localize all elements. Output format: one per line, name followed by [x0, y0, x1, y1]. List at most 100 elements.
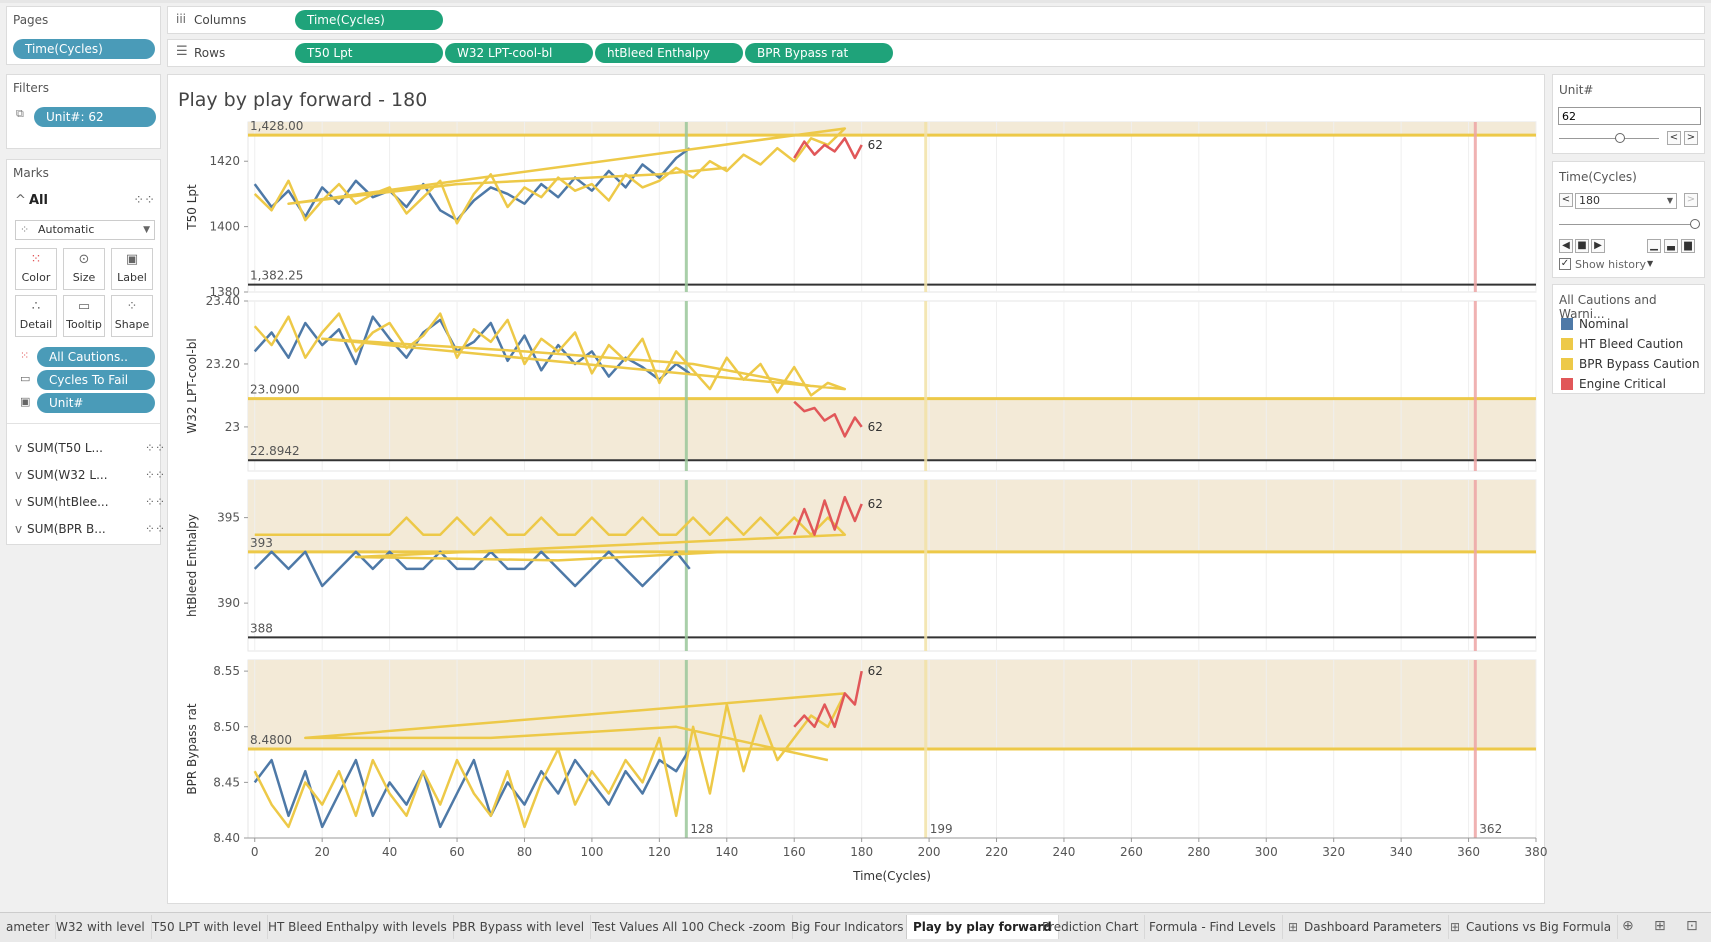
- x-tick-label: 20: [315, 845, 330, 859]
- legend-item-bpr-bypass[interactable]: BPR Bypass Caution: [1561, 357, 1700, 373]
- vertical-reference-label: 128: [690, 822, 713, 836]
- reference-band: [248, 480, 1536, 552]
- x-tick-label: 300: [1255, 845, 1278, 859]
- pages-pill[interactable]: Time(Cycles): [13, 39, 155, 59]
- legend-item-nominal[interactable]: Nominal: [1561, 317, 1629, 333]
- x-tick-label: 120: [648, 845, 671, 859]
- check-icon: ✓: [1560, 258, 1570, 269]
- mark-label: 62: [868, 664, 883, 678]
- shape-card[interactable]: ⁘ Shape: [111, 295, 153, 337]
- show-history-label[interactable]: Show history: [1575, 258, 1647, 271]
- field-pill-cycles-to-fail[interactable]: Cycles To Fail: [37, 370, 155, 390]
- top-strip: [0, 0, 1711, 3]
- unit-prev-button[interactable]: <: [1667, 131, 1681, 145]
- tab-ht-bleed-enthalpy[interactable]: HT Bleed Enthalpy with levels: [262, 915, 454, 939]
- new-story-icon[interactable]: ⊡: [1686, 918, 1698, 934]
- tab-cautions-vs-big[interactable]: ⊞ Cautions vs Big Formula: [1444, 915, 1619, 939]
- vertical-reference-label: 362: [1479, 822, 1502, 836]
- tab-big-four[interactable]: Big Four Indicators: [785, 915, 911, 939]
- shape-card-label: Shape: [114, 318, 150, 331]
- legend-item-engine-critical[interactable]: Engine Critical: [1561, 377, 1666, 393]
- mark-label: 62: [868, 420, 883, 434]
- stop-button[interactable]: ■: [1575, 239, 1589, 253]
- series-line-engine-critical: [793, 670, 863, 729]
- chevron-right-icon: >: [1686, 194, 1696, 205]
- play-forward-button[interactable]: ▶: [1591, 239, 1605, 253]
- rows-pill-w32[interactable]: W32 LPT-cool-bl: [445, 43, 593, 63]
- tooltip-field-icon: ▭: [20, 372, 31, 385]
- field-pill-cautions[interactable]: All Cautions..: [37, 347, 155, 367]
- detail-card[interactable]: ∴ Detail: [15, 295, 57, 337]
- time-slider-track[interactable]: [1559, 224, 1695, 225]
- shape-icon: ⁘⁘: [144, 522, 165, 536]
- speed-slow-button[interactable]: ▁: [1647, 239, 1661, 253]
- tab-w32-with-level[interactable]: W32 with level: [50, 915, 152, 939]
- legend-swatch: [1561, 318, 1573, 330]
- unit-input[interactable]: [1558, 107, 1701, 125]
- new-dashboard-icon[interactable]: ⊞: [1654, 918, 1666, 934]
- mark-type-select[interactable]: ⁘ Automatic ▼: [15, 220, 155, 240]
- tab-play-by-play[interactable]: Play by play forward: [906, 915, 1059, 939]
- time-slider-handle[interactable]: [1690, 219, 1700, 229]
- y-axis-title: T50 Lpt: [185, 184, 199, 231]
- tab-prediction-chart[interactable]: Prediction Chart: [1036, 915, 1146, 939]
- field-pill-unit[interactable]: Unit#: [37, 393, 155, 413]
- unit-slider-track[interactable]: [1559, 138, 1659, 139]
- measure-t50[interactable]: v SUM(T50 L... ⁘⁘: [15, 441, 165, 455]
- speed-medium-button[interactable]: ▃: [1664, 239, 1678, 253]
- time-next-button[interactable]: >: [1684, 193, 1698, 207]
- shape-icon: ⁘⁘: [144, 468, 165, 482]
- columns-label: Columns: [194, 13, 247, 27]
- rows-pill-t50[interactable]: T50 Lpt: [295, 43, 443, 63]
- marks-all-header[interactable]: ^ All ⁘⁘: [15, 193, 155, 208]
- legend-title: All Cautions and Warni...: [1559, 293, 1657, 321]
- size-card[interactable]: ⊙ Size: [63, 248, 105, 290]
- label-field-icon: ▣: [20, 395, 31, 408]
- color-card[interactable]: ⁙ Color: [15, 248, 57, 290]
- measure-bpr[interactable]: v SUM(BPR B... ⁘⁘: [15, 522, 165, 536]
- speed-fast-button[interactable]: ▆: [1681, 239, 1695, 253]
- size-icon: ⊙: [78, 252, 90, 267]
- show-history-checkbox[interactable]: ✓: [1559, 258, 1571, 270]
- tab-bar: [0, 912, 1711, 942]
- tab-pbr-bypass-with-level[interactable]: PBR Bypass with level: [446, 915, 592, 939]
- series-line-engine-critical: [793, 400, 863, 438]
- stop-icon: ■: [1577, 240, 1587, 251]
- measure-w32[interactable]: v SUM(W32 L... ⁘⁘: [15, 468, 165, 482]
- tooltip-card[interactable]: ▭ Tooltip: [63, 295, 105, 337]
- chevron-down-icon: ▼: [143, 225, 150, 235]
- legend-item-ht-bleed[interactable]: HT Bleed Caution: [1561, 337, 1683, 353]
- tab-formula-find-levels[interactable]: Formula - Find Levels: [1143, 915, 1283, 939]
- filter-pill[interactable]: Unit#: 62: [34, 107, 156, 127]
- tab-parameter[interactable]: ameter: [0, 915, 57, 939]
- tab-dashboard-parameters[interactable]: ⊞ Dashboard Parameters: [1282, 915, 1449, 939]
- rows-pill-htbleed[interactable]: htBleed Enthalpy: [595, 43, 743, 63]
- tab-test-values[interactable]: Test Values All 100 Check -zoom: [586, 915, 793, 939]
- tab-t50-lpt-with-level[interactable]: T50 LPT with level: [146, 915, 269, 939]
- play-back-button[interactable]: ◀: [1559, 239, 1573, 253]
- detail-card-label: Detail: [19, 318, 53, 331]
- legend-label: BPR Bypass Caution: [1579, 357, 1700, 371]
- new-worksheet-icon[interactable]: ⊕: [1622, 918, 1634, 934]
- series-line-engine-critical: [793, 137, 863, 160]
- chevron-down-icon[interactable]: ▼: [1647, 259, 1654, 268]
- upper-reference-label: 1,428.00: [250, 119, 303, 133]
- measure-htbleed[interactable]: v SUM(htBlee... ⁘⁘: [15, 495, 165, 509]
- series-line-caution: [253, 312, 847, 397]
- shape-icon: ⁘: [126, 299, 138, 314]
- y-tick-label: 395: [217, 511, 240, 525]
- time-prev-button[interactable]: <: [1559, 193, 1573, 207]
- filters-title: Filters: [13, 81, 49, 95]
- filter-icon: ⧉: [16, 107, 24, 120]
- series-line-nominal: [253, 748, 691, 829]
- rows-pill-bpr[interactable]: BPR Bypass rat: [745, 43, 893, 63]
- chevron-down-icon: v: [15, 441, 23, 455]
- unit-slider-handle[interactable]: [1615, 133, 1625, 143]
- columns-pill-time[interactable]: Time(Cycles): [295, 10, 443, 30]
- label-card[interactable]: ▣ Label: [111, 248, 153, 290]
- chevron-down-icon: v: [15, 495, 23, 509]
- pages-card: Pages Time(Cycles): [6, 6, 161, 65]
- unit-next-button[interactable]: >: [1684, 131, 1698, 145]
- time-select[interactable]: 180 ▼: [1575, 193, 1677, 209]
